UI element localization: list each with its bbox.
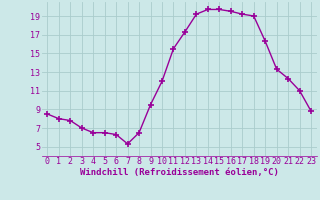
X-axis label: Windchill (Refroidissement éolien,°C): Windchill (Refroidissement éolien,°C): [80, 168, 279, 177]
